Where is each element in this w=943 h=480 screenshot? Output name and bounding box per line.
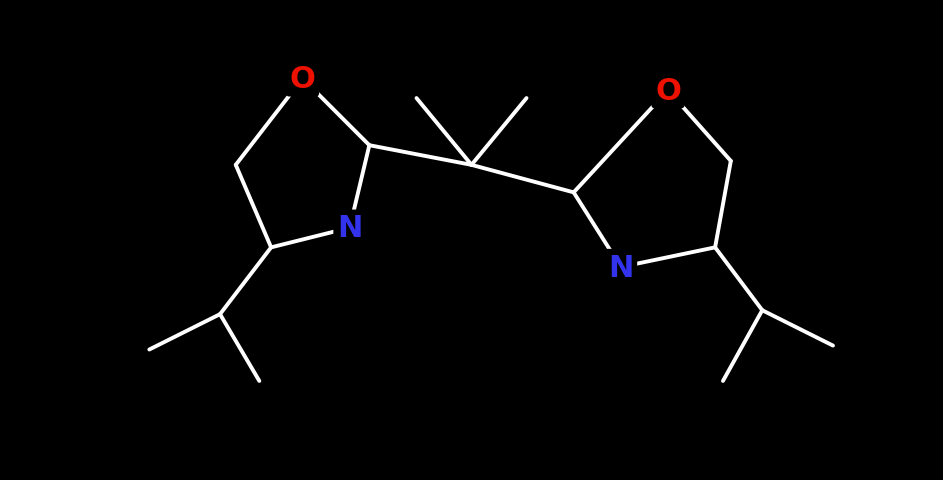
- Text: O: O: [290, 65, 316, 94]
- Text: O: O: [655, 76, 681, 106]
- Text: N: N: [337, 214, 362, 243]
- Text: N: N: [608, 253, 634, 282]
